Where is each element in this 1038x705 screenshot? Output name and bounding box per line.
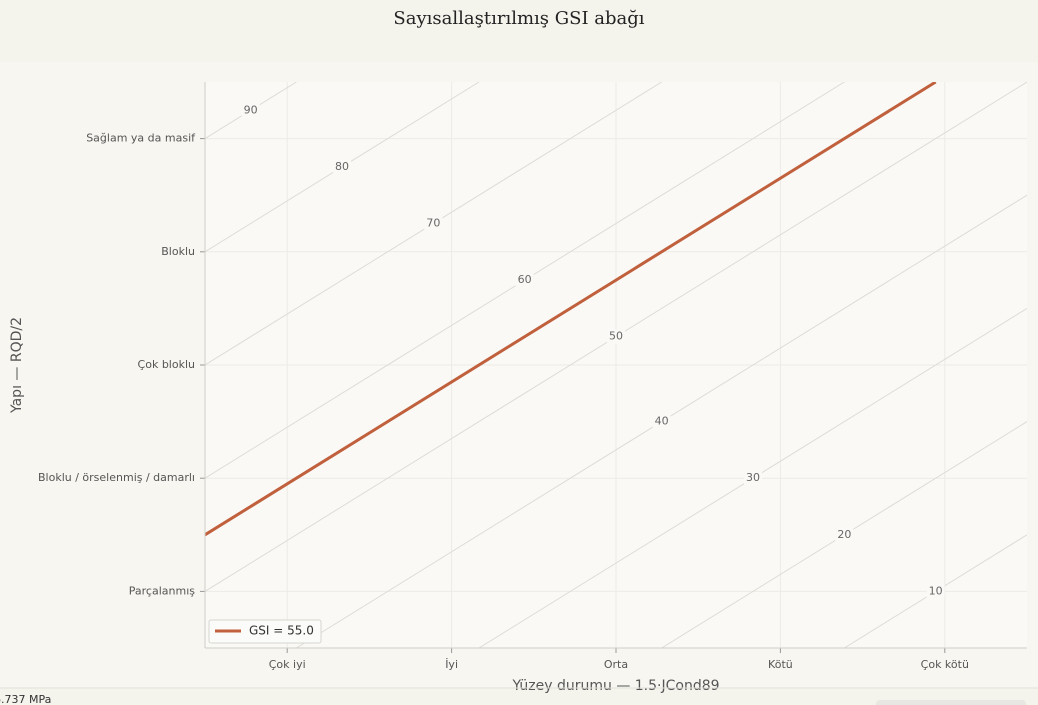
contour-label-bg (926, 584, 945, 599)
gsi-line (205, 82, 937, 537)
y-tick-label: Çok bloklu (138, 358, 195, 371)
contour-label: 90 (244, 103, 258, 116)
x-tick-label: Kötü (768, 658, 793, 671)
contour-label-bg (607, 329, 625, 344)
x-tick-label: Çok kötü (921, 658, 969, 671)
contour-label: 80 (335, 160, 349, 173)
y-tick-label: Sağlam ya da masif (86, 132, 196, 145)
contour-label-bg (652, 414, 671, 429)
status-text: 6.737 MPa (0, 693, 51, 705)
contour-label-bg (835, 527, 854, 542)
contour-label: 10 (929, 584, 943, 597)
contour-label-bg (744, 471, 762, 486)
plot: 90 80 70 60 50 40 30 20 10 (205, 82, 1027, 648)
contour-label-bg (424, 216, 443, 231)
contour-label-bg (333, 159, 351, 174)
x-tick-label: İyi (445, 658, 458, 671)
y-tick-label: Bloklu / örselenmiş / damarlı (38, 471, 195, 484)
x-tick-label: Çok iyi (269, 658, 306, 671)
contour-label: 40 (655, 415, 669, 428)
contour-label: 30 (746, 471, 760, 484)
legend-label: GSI = 55.0 (249, 624, 314, 638)
y-axis-label: Yapı — RQD/2 (9, 317, 25, 414)
y-tick-label: Parçalanmış (129, 584, 195, 597)
contour-label: 20 (837, 528, 851, 541)
chart-title: Sayısallaştırılmış GSI abağı (393, 8, 644, 29)
contour-label-bg (515, 273, 534, 288)
contour-label-bg (241, 103, 260, 118)
contour-label: 70 (426, 217, 440, 230)
x-tick-label: Orta (604, 658, 628, 671)
legend (208, 619, 322, 644)
contour-label: 60 (518, 273, 532, 286)
x-axis-label: Yüzey durumu — 1.5·JCond89 (511, 678, 719, 694)
button[interactable] (876, 700, 1026, 705)
y-tick-label: Bloklu (161, 245, 195, 258)
contour-label: 50 (609, 330, 623, 343)
